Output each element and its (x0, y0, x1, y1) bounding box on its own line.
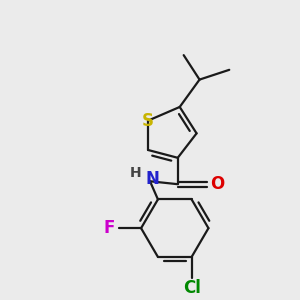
Text: O: O (210, 175, 224, 193)
Text: N: N (145, 170, 159, 188)
Text: S: S (142, 112, 154, 130)
Text: H: H (129, 167, 141, 180)
Text: Cl: Cl (183, 279, 200, 297)
Text: F: F (104, 219, 115, 237)
